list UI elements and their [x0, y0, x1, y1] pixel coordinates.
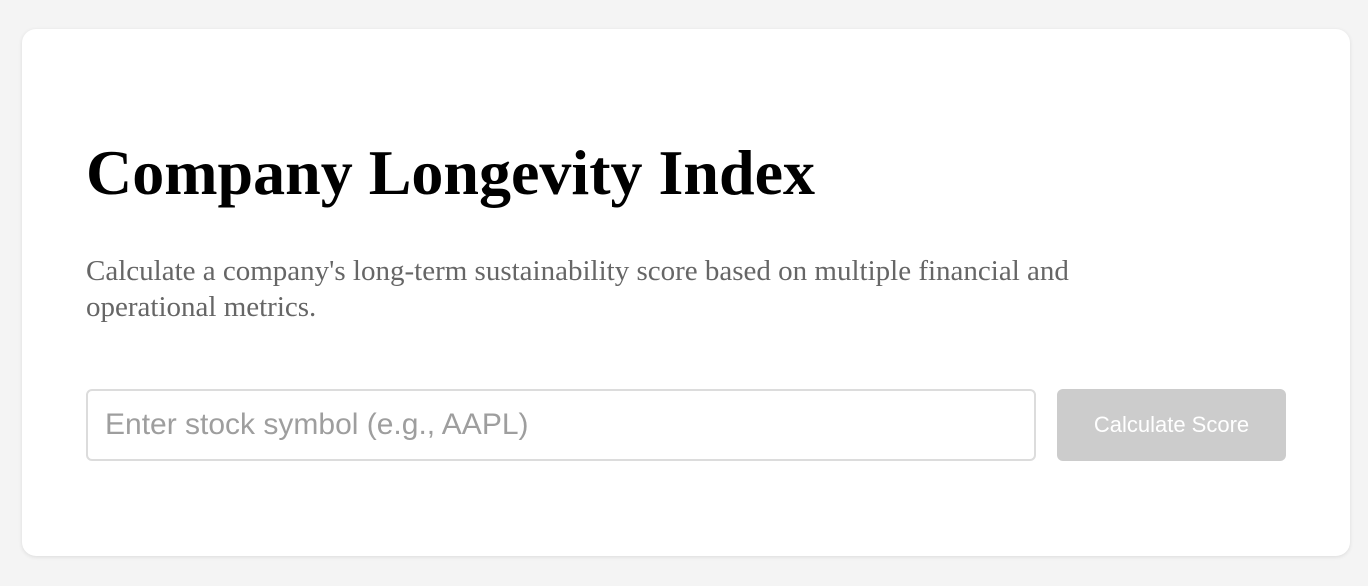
stock-symbol-input[interactable] [86, 389, 1036, 461]
page-title: Company Longevity Index [86, 137, 815, 208]
page-description: Calculate a company's long-term sustaina… [86, 255, 1069, 323]
calculate-score-button[interactable]: Calculate Score [1057, 389, 1286, 461]
longevity-card: Company Longevity Index Calculate a comp… [22, 29, 1350, 556]
